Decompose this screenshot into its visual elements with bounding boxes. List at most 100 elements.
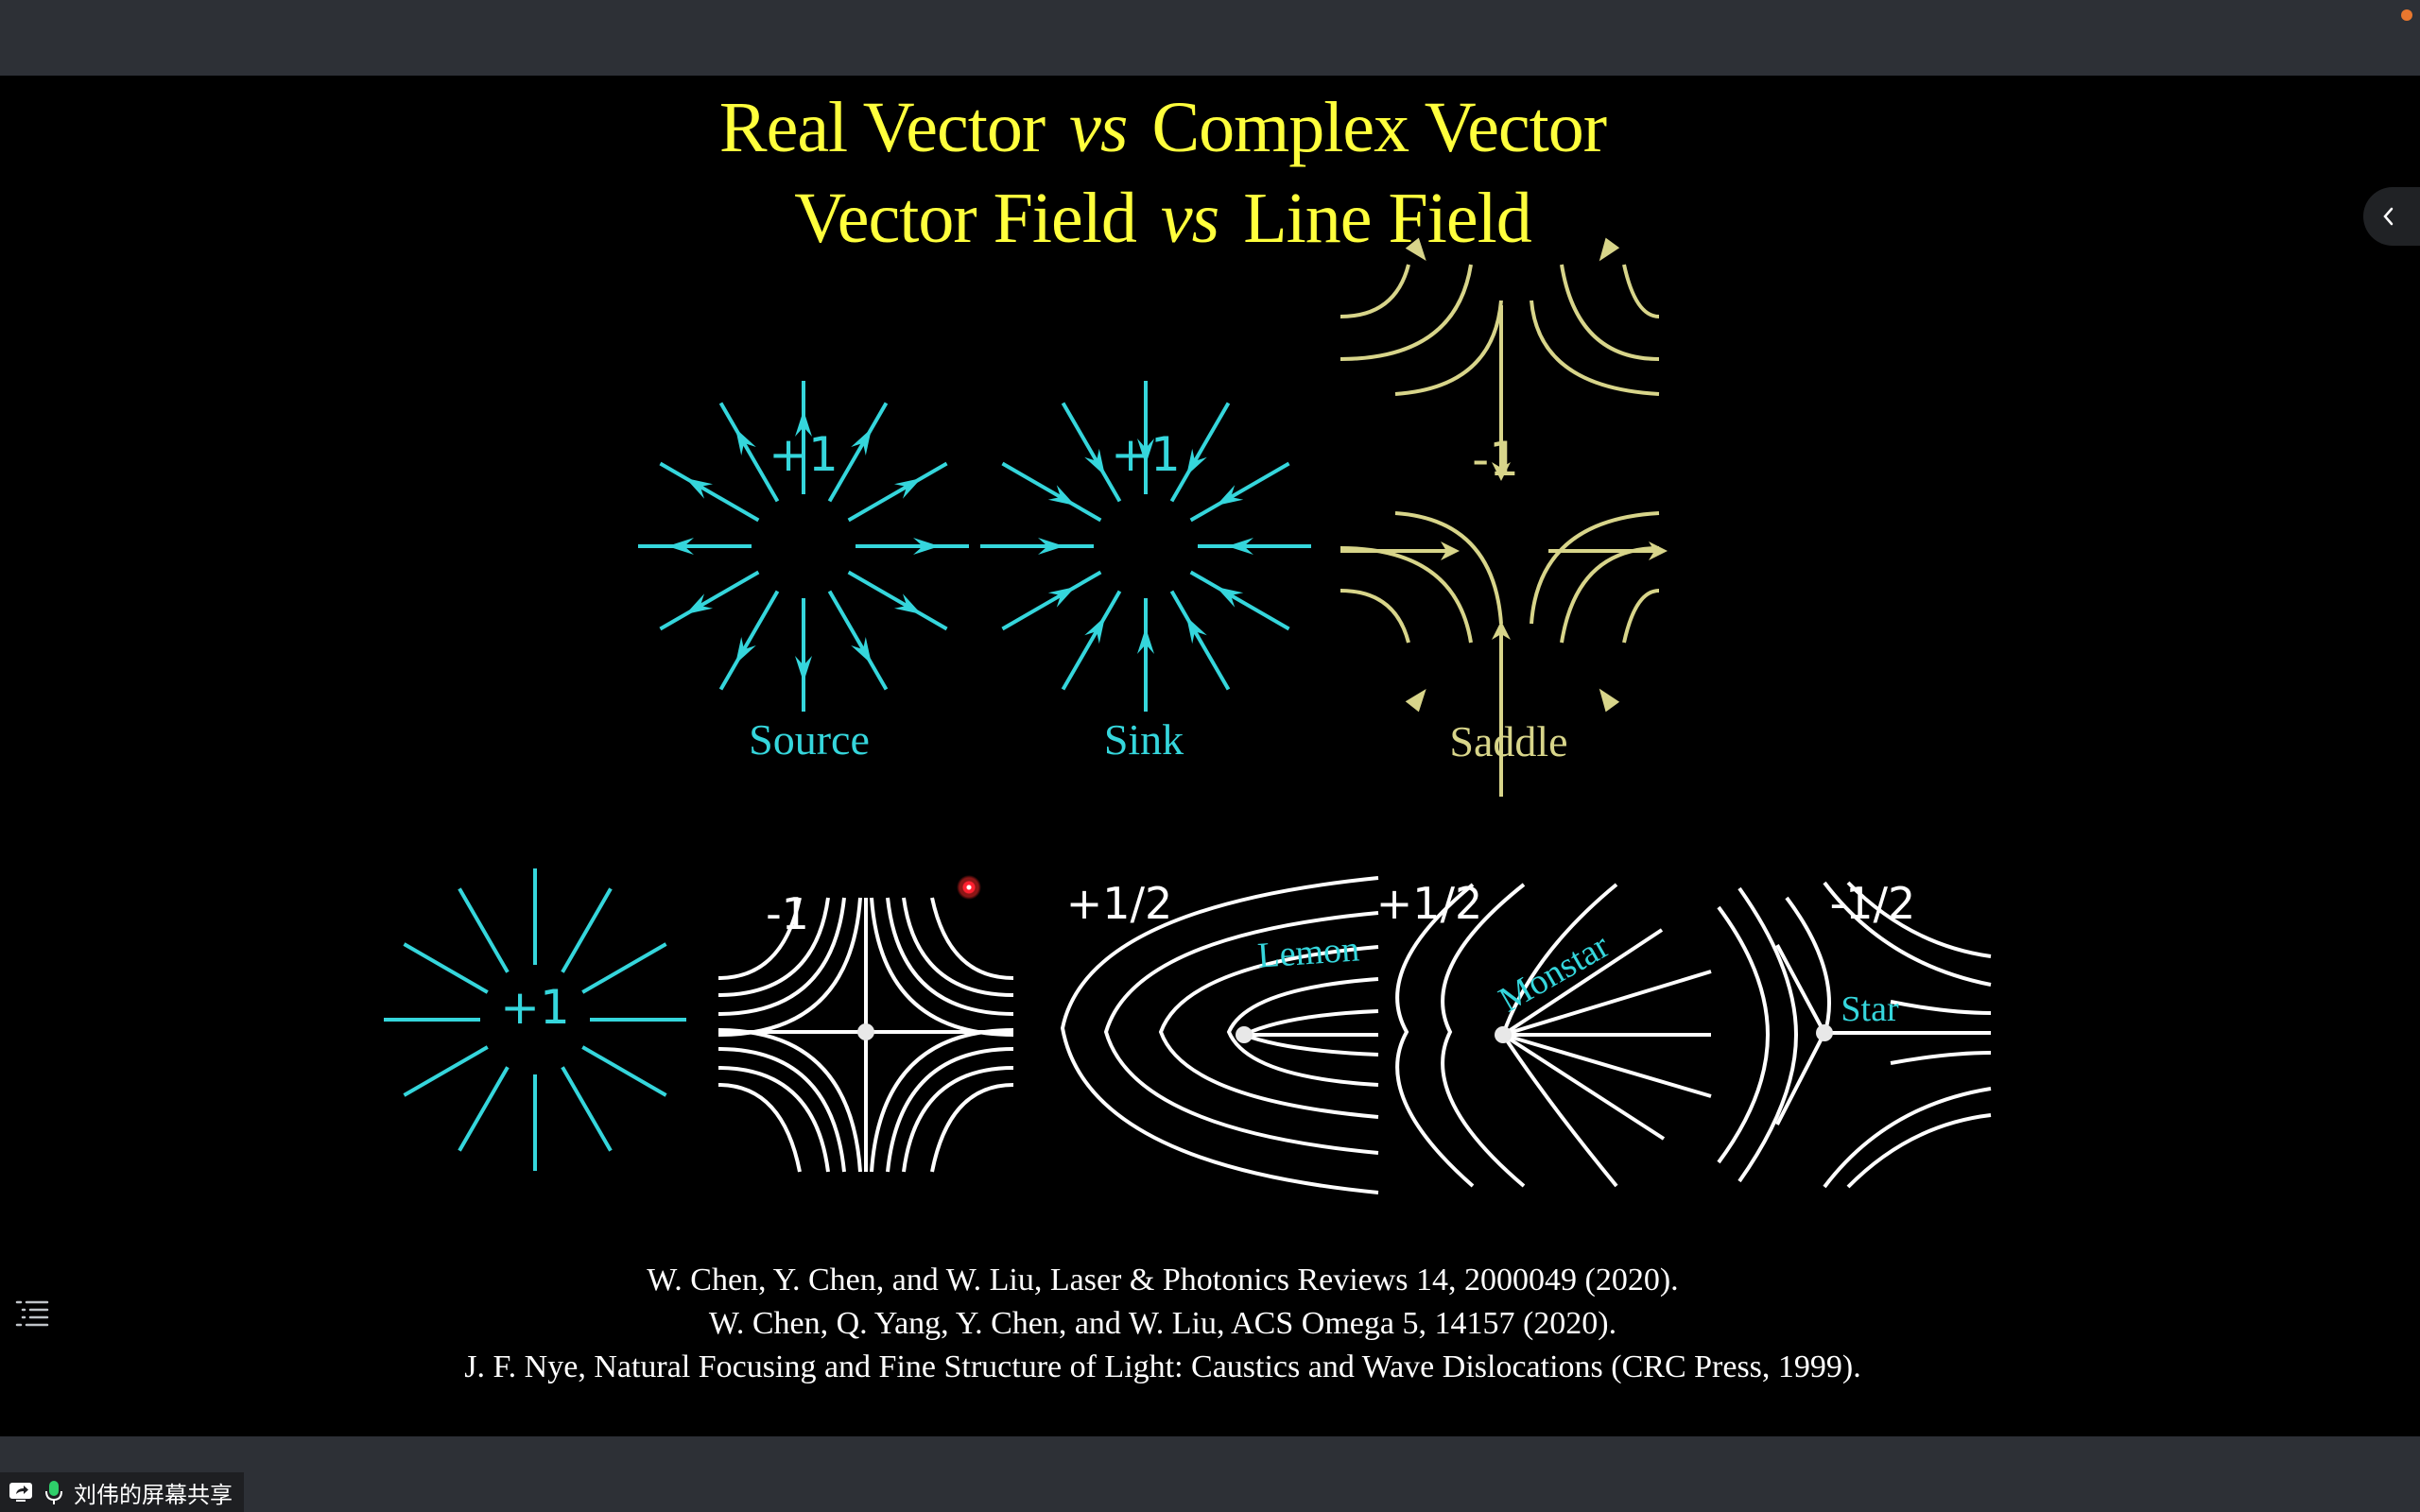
arrow-head bbox=[795, 410, 812, 437]
viewer-top-bar bbox=[0, 0, 2420, 76]
arrow-head bbox=[1186, 616, 1207, 644]
field-line bbox=[1169, 590, 1231, 691]
reference-3: J. F. Nye, Natural Focusing and Fine Str… bbox=[464, 1349, 1861, 1384]
arrow-head bbox=[1084, 448, 1105, 476]
field-line bbox=[1001, 570, 1102, 631]
arrow-head bbox=[685, 478, 714, 499]
sink-index: +1 bbox=[1111, 427, 1181, 482]
saddle-arrows bbox=[1340, 237, 1668, 797]
arrow-head bbox=[685, 593, 714, 614]
saddle-curve bbox=[1394, 300, 1503, 396]
field-line bbox=[659, 570, 760, 631]
lemon-index: +1/2 bbox=[1066, 878, 1173, 929]
source-index: +1 bbox=[769, 427, 838, 482]
radial-line bbox=[561, 1066, 613, 1152]
reference-2: W. Chen, Q. Yang, Y. Chen, and W. Liu, A… bbox=[708, 1306, 1617, 1341]
title-complex-vector: Complex Vector bbox=[1151, 88, 1607, 167]
monstar-index: +1/2 bbox=[1376, 878, 1483, 929]
radial-line bbox=[403, 1045, 489, 1097]
arrow-head bbox=[1216, 485, 1244, 506]
saddle-curve bbox=[1394, 511, 1503, 625]
hyperbolic-singular-point bbox=[857, 1023, 874, 1040]
star-line-field bbox=[1717, 881, 1992, 1189]
slide-title-line-2: Vector Field vs Line Field bbox=[0, 178, 2325, 260]
title-vs-1: vs bbox=[1069, 88, 1128, 167]
star-index: -1/2 bbox=[1830, 878, 1916, 929]
title-vector-field: Vector Field bbox=[794, 179, 1137, 258]
viewer-bottom-bar bbox=[0, 1436, 2420, 1512]
collapse-panel-button[interactable] bbox=[2363, 187, 2420, 246]
saddle-index: -1 bbox=[1472, 432, 1519, 487]
source-diagram bbox=[638, 381, 969, 712]
monstar-singular-point bbox=[1495, 1026, 1512, 1043]
microphone-icon bbox=[45, 1481, 62, 1504]
radial-index: +1 bbox=[500, 980, 570, 1035]
saddle-curve bbox=[1340, 264, 1473, 361]
arrow-head bbox=[851, 636, 872, 664]
field-line bbox=[1001, 461, 1102, 523]
saddle-curve bbox=[1622, 589, 1660, 644]
saddle-curve bbox=[1340, 589, 1410, 644]
screen-share-icon bbox=[9, 1483, 32, 1502]
arrow-head bbox=[913, 538, 940, 555]
hyperbolic-index: -1 bbox=[766, 888, 809, 939]
sink-label: Sink bbox=[1104, 715, 1184, 764]
radial-line-field bbox=[384, 868, 686, 1171]
arrow-head bbox=[795, 656, 812, 682]
saddle-curve bbox=[1530, 511, 1660, 625]
toc-list-button[interactable] bbox=[13, 1295, 51, 1332]
saddle-curve bbox=[1340, 264, 1410, 318]
reference-1: W. Chen, Y. Chen, and W. Liu, Laser & Ph… bbox=[647, 1263, 1679, 1297]
arrow-head bbox=[1047, 485, 1076, 506]
field-line bbox=[718, 590, 780, 691]
radial-line bbox=[581, 942, 667, 994]
field-line bbox=[827, 590, 889, 691]
arrow-head bbox=[1047, 587, 1076, 608]
saddle-arrow-head bbox=[1599, 688, 1620, 713]
radial-line bbox=[561, 887, 613, 973]
hyperbolic-line-field bbox=[717, 897, 1014, 1173]
arrow-head bbox=[851, 428, 872, 456]
saddle-arrow-head bbox=[1405, 689, 1426, 713]
field-line bbox=[847, 570, 948, 631]
line-field-figures: +1 -1 bbox=[384, 868, 1992, 1194]
arrow-head bbox=[1137, 627, 1154, 654]
saddle-arrow-head bbox=[1599, 237, 1620, 262]
arrow-head bbox=[1186, 448, 1207, 476]
radial-line bbox=[581, 1045, 667, 1097]
monstar-line-field bbox=[1395, 883, 1712, 1188]
arrow-head bbox=[667, 538, 694, 555]
arrow-head bbox=[1137, 438, 1154, 465]
star-label: Star bbox=[1841, 989, 1899, 1029]
field-line bbox=[1189, 461, 1290, 523]
field-line bbox=[718, 402, 780, 503]
slide-title-line-1: Real Vector vs Complex Vector bbox=[0, 87, 2325, 169]
arrow-head bbox=[1038, 538, 1064, 555]
recording-indicator-icon bbox=[2401, 9, 2412, 21]
star-singular-point bbox=[1816, 1024, 1833, 1041]
radial-line bbox=[403, 942, 489, 994]
shared-slide: Real Vector vs Complex Vector Vector Field… bbox=[0, 76, 2420, 1436]
sink-diagram bbox=[980, 381, 1311, 712]
vector-field-figures: +1 +1 -1 Source Sink Saddle bbox=[638, 237, 1668, 797]
radial-line bbox=[458, 887, 510, 973]
source-label: Source bbox=[749, 715, 870, 764]
arrow-head bbox=[735, 636, 756, 664]
arrow-head bbox=[893, 478, 922, 499]
title-line-field: Line Field bbox=[1243, 179, 1532, 258]
saddle-curve bbox=[1622, 264, 1660, 318]
saddle-arrow-head bbox=[1405, 237, 1426, 261]
saddle-curve bbox=[1530, 300, 1660, 396]
saddle-curve bbox=[1560, 264, 1660, 361]
lemon-singular-point bbox=[1236, 1026, 1253, 1043]
lemon-label: Lemon bbox=[1256, 929, 1360, 975]
arrow-head bbox=[1227, 538, 1253, 555]
arrow-head bbox=[1216, 587, 1244, 608]
field-line bbox=[847, 461, 948, 523]
field-line bbox=[1061, 402, 1122, 503]
screen-share-label: 刘伟的屏幕共享 bbox=[74, 1482, 233, 1508]
arrow-head bbox=[735, 428, 756, 456]
field-line bbox=[1061, 590, 1122, 691]
field-line bbox=[659, 461, 760, 523]
screen-share-indicator[interactable]: 刘伟的屏幕共享 bbox=[0, 1472, 244, 1512]
